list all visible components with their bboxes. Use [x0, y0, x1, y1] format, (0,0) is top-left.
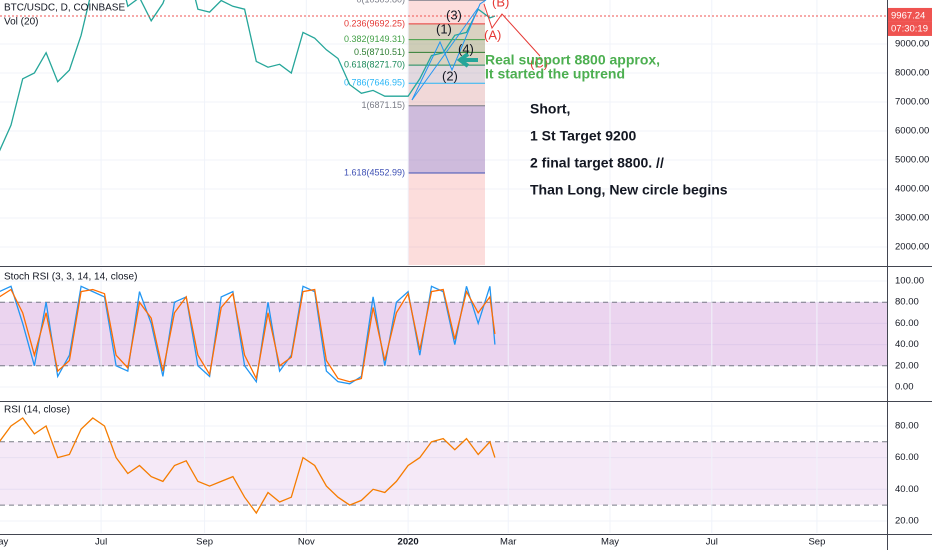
- y-tick-label: 2000.00: [895, 242, 929, 253]
- symbol: BTC/USDC, D, COINBASE: [4, 3, 125, 14]
- wave-label: (1): [436, 21, 452, 36]
- series-line: [0, 417, 496, 515]
- x-tick-label: May: [0, 537, 9, 548]
- fib-zone: [408, 105, 485, 173]
- annotation: 1 St Target 9200: [530, 128, 637, 144]
- y-tick-label: 0.00: [895, 381, 914, 392]
- wave-label: (A): [484, 27, 501, 42]
- y-tick-label: 80.00: [895, 420, 919, 431]
- y-tick-label: 20.00: [895, 360, 919, 371]
- band: [0, 441, 887, 506]
- series-line: [0, 0, 496, 152]
- x-tick-label: Mar: [500, 537, 516, 548]
- annotation: Than Long, New circle begins: [530, 182, 728, 198]
- fib-zone: [408, 23, 485, 40]
- y-tick-label: 8000.00: [895, 68, 929, 79]
- fib-zone: [408, 83, 485, 106]
- x-axis: May Jul Sep Nov 2020 Mar May Jul Sep: [0, 537, 825, 548]
- indicator-title: Stoch RSI (3, 3, 14, 14, close): [4, 272, 137, 283]
- fib-label: 0.5(8710.51): [354, 47, 405, 57]
- x-tick-label: Nov: [298, 537, 315, 548]
- x-tick-label: Jul: [95, 537, 107, 548]
- series: [0, 285, 496, 385]
- wave-label: (2): [442, 68, 458, 83]
- y-tick-label: 20.00: [895, 515, 919, 526]
- y-tick-label: 40.00: [895, 484, 919, 495]
- fib-zone: [408, 39, 485, 53]
- series-line: [0, 288, 496, 383]
- countdown-tag: [888, 21, 932, 36]
- y-tick-label: 100.00: [895, 276, 924, 287]
- fib-label: 0.618(8271.70): [344, 59, 405, 69]
- fib-label: 1(6871.15): [361, 100, 405, 110]
- fib-label: 1.618(4552.99): [344, 167, 405, 177]
- fib-label: 0.236(9692.25): [344, 18, 405, 28]
- series: [0, 417, 496, 515]
- x-tick-label: Sep: [808, 537, 825, 548]
- y-tick-label: 3000.00: [895, 213, 929, 224]
- y-tick-label: 60.00: [895, 452, 919, 463]
- y-tick-label: 5000.00: [895, 155, 929, 166]
- pane: 0(10509.80) 0.236(9692.25) 0.382(9149.31) 0…: [0, 0, 887, 265]
- series: [0, 0, 887, 152]
- y-tick-label: 9000.00: [895, 39, 929, 50]
- x-tick-label: May: [601, 537, 619, 548]
- wave-label: (C): [530, 55, 548, 70]
- y-tick-label: 6000.00: [895, 126, 929, 137]
- series-line: [0, 285, 496, 385]
- annotation: Short,: [530, 101, 570, 117]
- price-tag: [888, 7, 932, 22]
- y-tick-label: 7000.00: [895, 97, 929, 108]
- wave-line: [483, 3, 541, 57]
- wave-label: (3): [446, 7, 462, 22]
- wave-line: [411, 0, 487, 101]
- y-tick-label: 60.00: [895, 318, 919, 329]
- fib-zone: [408, 0, 485, 265]
- annotation: Real support 8800 approx,: [485, 52, 660, 68]
- y-tick-label: 40.00: [895, 339, 919, 350]
- wave-label: (B): [492, 0, 509, 9]
- fib-label: 0(10509.80): [356, 0, 405, 5]
- x-tick-label: Sep: [196, 537, 213, 548]
- indicator-title: RSI (14, close): [4, 405, 70, 416]
- annotation: 2 final target 8800. //: [530, 155, 664, 171]
- y-tick-label: 80.00: [895, 297, 919, 308]
- volume-label: Vol (20): [4, 17, 38, 28]
- price-tag-label: 9967.24: [891, 10, 925, 21]
- arrow: [456, 52, 478, 68]
- x-tick-label: Jul: [706, 537, 718, 548]
- fib-label: 0.786(7646.95): [344, 78, 405, 88]
- wave-label: (4): [458, 41, 474, 56]
- fib-label: 0.382(9149.31): [344, 34, 405, 44]
- y-tick-label: 4000.00: [895, 184, 929, 195]
- wave-line: [411, 7, 479, 101]
- annotation: It started the uptrend: [485, 66, 625, 82]
- countdown: 07:30:19: [891, 23, 928, 34]
- x-tick-label: 2020: [398, 537, 419, 548]
